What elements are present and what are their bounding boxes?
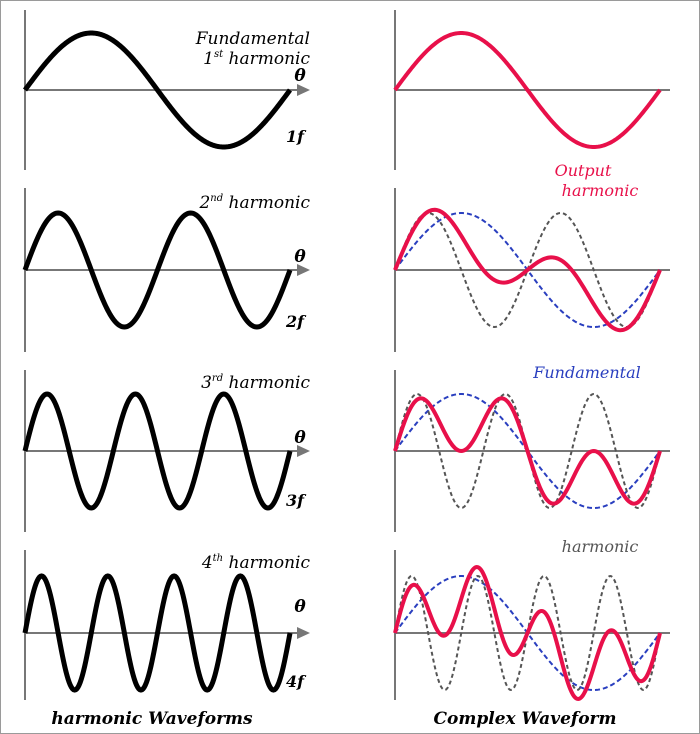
panel-third-harmonic: 3rd harmonic θ 3f <box>22 370 310 532</box>
panel-2-freq-label: 2f <box>285 312 307 331</box>
output-label-line2: harmonic <box>562 181 639 200</box>
panel-1-label-line2: 1st harmonic <box>203 49 310 69</box>
panel-3-theta-label: θ <box>294 428 306 448</box>
right-panel-3 <box>393 370 670 532</box>
panel-3-label-line2: 3rd harmonic <box>201 373 310 393</box>
fundamental-label: Fundamental <box>532 363 641 382</box>
panel-1-freq-label: 1f <box>286 127 307 146</box>
right-panel-4-output-wave <box>393 565 662 701</box>
panel-4-axis-arrow <box>297 627 310 639</box>
right-panel-2-harmonic-wave <box>394 211 661 329</box>
right-panel-1-fundamental-wave <box>393 30 662 150</box>
complex-waveform-column: Output harmonic Fundamental harmonic <box>393 10 670 701</box>
output-label-line1: Output <box>555 161 612 180</box>
panel-3-harmonic-wave <box>22 391 293 511</box>
panel-second-harmonic: 2nd harmonic θ 2f <box>22 188 310 352</box>
panel-1-harmonic-wave <box>22 30 293 150</box>
panel-2-harmonic-wave <box>22 210 293 330</box>
harmonic-waveforms-column: Fundamental 1st harmonic θ 1f 2nd harmon… <box>22 10 311 700</box>
panel-4-label-line2: 4th harmonic <box>201 553 311 573</box>
panel-1-axis-arrow <box>297 84 310 96</box>
panel-fourth-harmonic: 4th harmonic θ 4f <box>22 550 311 700</box>
panel-1-label-line1: Fundamental <box>195 29 310 49</box>
caption-harmonic-waveforms: harmonic Waveforms <box>51 709 253 729</box>
panel-fundamental: Fundamental 1st harmonic θ 1f <box>22 10 310 170</box>
right-panel-3-harmonic-wave <box>394 392 661 510</box>
panel-1-theta-label: θ <box>294 66 306 86</box>
caption-complex-waveform: Complex Waveform <box>434 709 617 729</box>
panel-4-freq-label: 4f <box>286 672 307 691</box>
panel-2-theta-label: θ <box>294 247 306 267</box>
right-panel-2 <box>393 188 670 352</box>
panel-2-axis-arrow <box>297 264 310 276</box>
harmonic-label: harmonic <box>562 537 639 556</box>
right-panel-3-output-wave <box>393 396 662 506</box>
panel-2-label-line2: 2nd harmonic <box>198 193 310 213</box>
panel-3-freq-label: 3f <box>286 491 307 510</box>
panel-3-axis-arrow <box>297 445 310 457</box>
right-panel-2-output-wave <box>393 207 662 333</box>
panel-4-harmonic-wave <box>22 573 293 693</box>
right-panel-4 <box>393 550 670 701</box>
right-panel-1 <box>393 10 670 170</box>
panel-4-theta-label: θ <box>294 597 306 617</box>
